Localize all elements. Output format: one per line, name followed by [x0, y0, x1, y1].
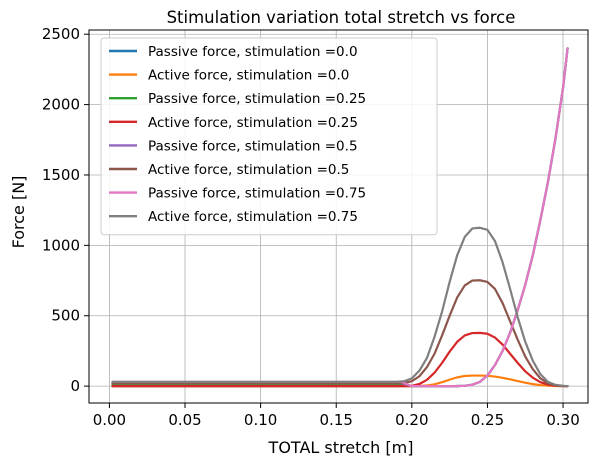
- legend-label-3: Passive force, stimulation =0.25: [148, 91, 366, 107]
- legend-label-4: Active force, stimulation =0.25: [148, 115, 358, 131]
- x-tick-label: 0.20: [395, 411, 428, 429]
- x-tick-label: 0.05: [168, 411, 201, 429]
- legend-box: [100, 37, 438, 236]
- series-lines: [111, 47, 569, 388]
- y-tick-label: 2000: [42, 96, 80, 114]
- series-line-4: [111, 331, 569, 388]
- x-axis-ticks: 0.00 0.05 0.10 0.15 0.20 0.25 0.30: [93, 403, 580, 429]
- x-tick-label: 0.25: [471, 411, 504, 429]
- legend-label-7: Passive force, stimulation =0.75: [148, 186, 366, 202]
- y-tick-label: 2500: [42, 25, 80, 43]
- legend-label-5: Passive force, stimulation =0.5: [148, 138, 358, 154]
- x-tick-label: 0.15: [320, 411, 353, 429]
- y-axis-ticks: 0 500 1000 1500 2000 2500: [42, 25, 89, 395]
- y-tick-label: 500: [51, 307, 80, 325]
- legend-label-2: Active force, stimulation =0.0: [148, 68, 349, 84]
- x-tick-label: 0.00: [93, 411, 126, 429]
- legend: Passive force, stimulation =0.0 Active fo…: [100, 37, 438, 236]
- legend-label-6: Active force, stimulation =0.5: [148, 162, 349, 178]
- y-tick-label: 1500: [42, 166, 80, 184]
- series-line-6: [111, 279, 569, 388]
- y-tick-label: 1000: [42, 236, 80, 254]
- legend-label-1: Passive force, stimulation =0.0: [148, 44, 358, 60]
- legend-label-8: Active force, stimulation =0.75: [148, 209, 358, 225]
- x-tick-label: 0.30: [546, 411, 579, 429]
- plot-area-frame: [88, 29, 589, 404]
- x-axis-title: TOTAL stretch [m]: [268, 438, 414, 457]
- chart-title: Stimulation variation total stretch vs f…: [167, 8, 516, 27]
- y-tick-label: 0: [70, 377, 80, 395]
- x-tick-label: 0.10: [244, 411, 277, 429]
- series-line-8: [111, 226, 569, 388]
- y-axis-title: Force [N]: [9, 176, 28, 249]
